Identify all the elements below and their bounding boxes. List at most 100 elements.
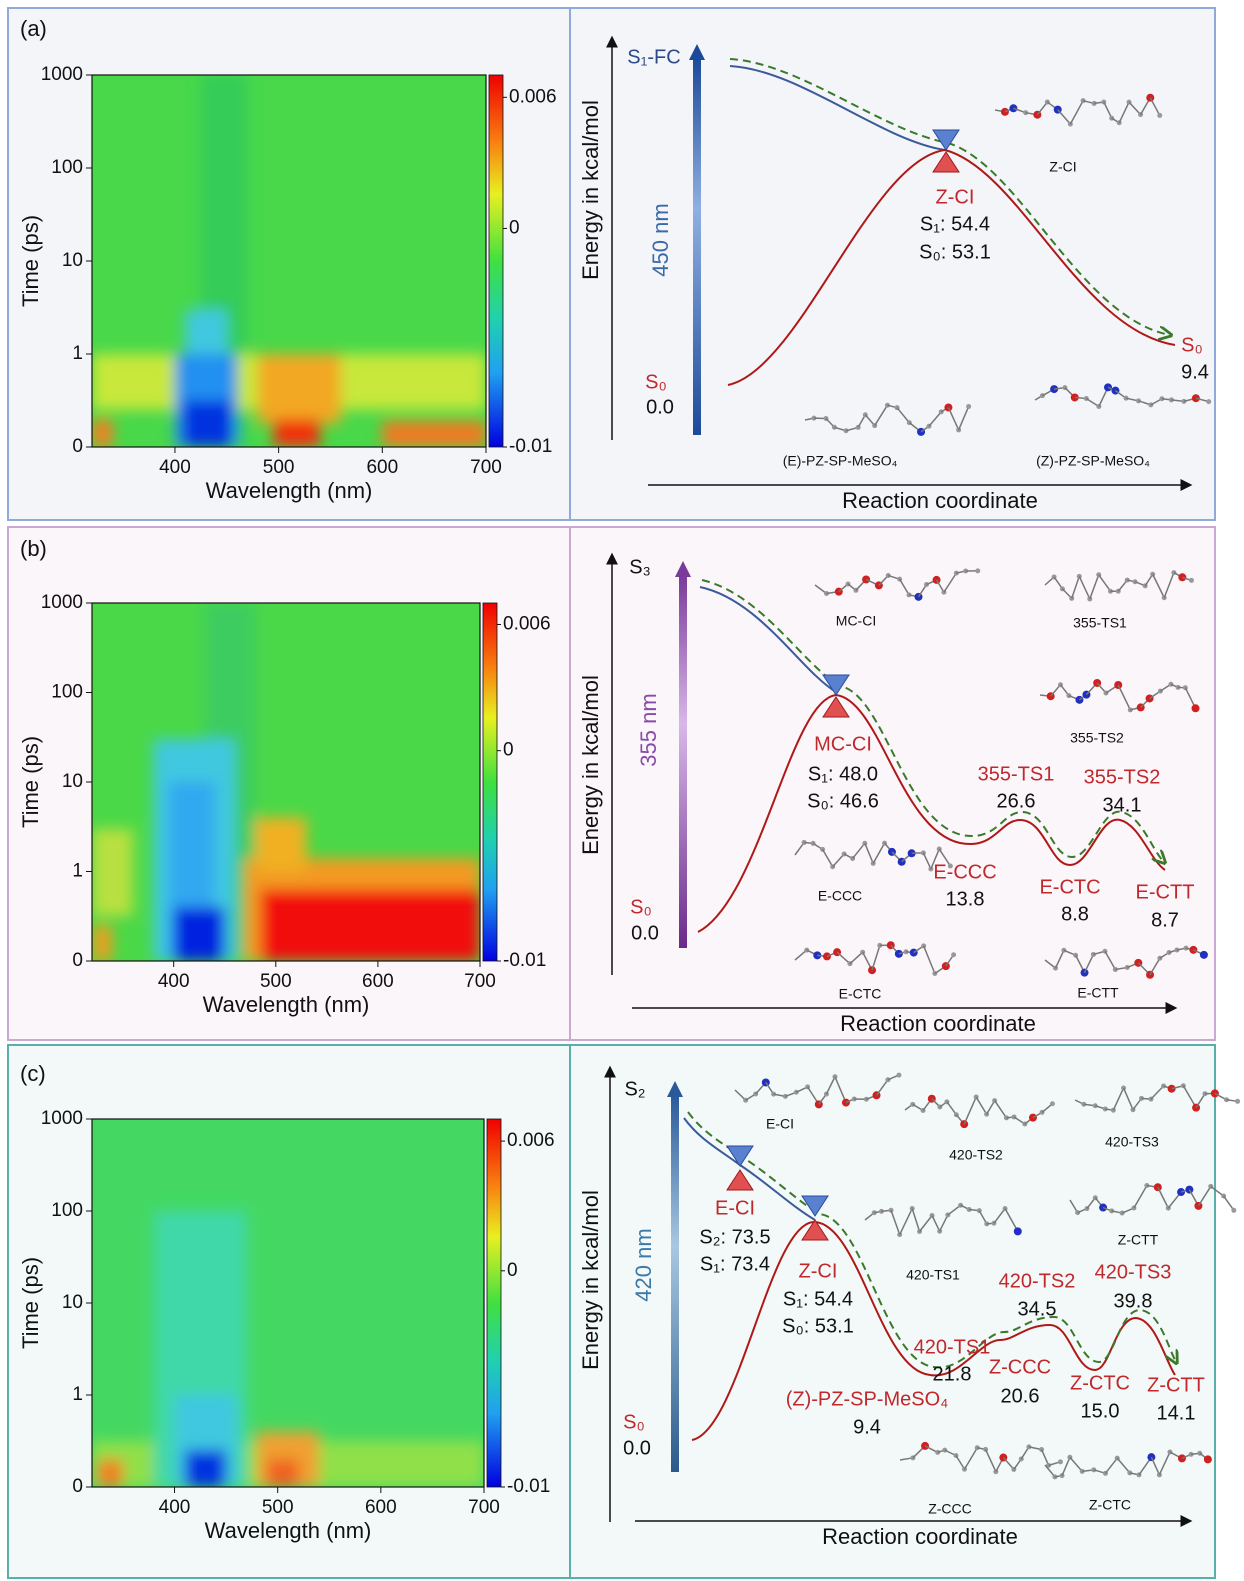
axis-title: Energy in kcal/mol (578, 675, 603, 855)
bond (1089, 574, 1100, 600)
structure-label: MC-CI (836, 613, 876, 629)
ci-cone (822, 674, 850, 696)
y-tick-label: 0 (72, 436, 83, 457)
bond (993, 1208, 1006, 1224)
bond (911, 1208, 921, 1232)
atom (1203, 1455, 1212, 1464)
x-tick-label: 400 (158, 971, 190, 992)
x-tick-label: 400 (159, 457, 191, 478)
heatmap-region (92, 828, 133, 917)
heatmap-region (185, 309, 227, 354)
bond (1128, 101, 1142, 116)
bond (1104, 1457, 1118, 1474)
bond (963, 1096, 977, 1125)
structure-label: E-CI (766, 1116, 794, 1132)
state-label: S₂ (624, 1078, 645, 1100)
structure-label: Z-CI (1049, 159, 1076, 175)
bond (871, 945, 881, 971)
state-label: S₃ (629, 556, 650, 578)
colorbar-tick-label: 0 (507, 1260, 518, 1281)
x-tick-label: 700 (468, 1497, 500, 1518)
colorbar (488, 74, 504, 448)
colorbar-tick-label: -0.01 (503, 950, 546, 971)
state-label: S₀ (623, 1411, 645, 1433)
bond (1158, 1451, 1171, 1476)
atom (975, 568, 981, 574)
heatmap-region (183, 400, 232, 447)
atom (1188, 577, 1194, 583)
x-tick-label: 700 (464, 971, 496, 992)
excitation-label: 355 nm (636, 693, 661, 766)
bond (957, 406, 970, 431)
excitation-arrow (679, 575, 687, 948)
axis-title: Wavelength (nm) (203, 992, 370, 1017)
bond (832, 853, 845, 868)
structure-label: (E)-PZ-SP-MeSO₄ (783, 453, 898, 469)
point-label: 355-TS1 (978, 763, 1055, 785)
energy-label: 15.0 (1081, 1400, 1120, 1422)
y-tick-label: 1 (72, 861, 83, 882)
bond (947, 407, 960, 431)
bond (946, 1101, 957, 1116)
molecule-sketch (899, 1441, 1063, 1475)
energy-label: S₁: 48.0 (808, 763, 878, 785)
bond (1098, 574, 1112, 592)
bond (922, 945, 936, 974)
panel-frame (569, 7, 1216, 521)
y-tick-label: 1000 (41, 592, 83, 613)
point-label: 420-TS3 (1095, 1261, 1172, 1283)
axis-title: Energy in kcal/mol (578, 1190, 603, 1370)
point-label: E-CCC (933, 861, 996, 883)
energy-label: 9.4 (853, 1416, 881, 1438)
colorbar-tick-label: -0.01 (507, 1476, 550, 1497)
heatmap-features (92, 603, 480, 961)
bond (943, 572, 957, 593)
molecule-sketch (1039, 678, 1200, 713)
colorbar (482, 602, 498, 962)
bond (1149, 97, 1161, 116)
y-tick-label: 1 (72, 1384, 83, 1405)
axis-title: Time (ps) (18, 1257, 43, 1349)
bond (794, 949, 808, 961)
y-tick-label: 0 (72, 950, 83, 971)
heatmap-region (255, 817, 307, 872)
molecule-sketch (864, 1202, 1022, 1238)
structure-label: 420-TS1 (906, 1267, 960, 1283)
point-label: E-CTC (1039, 876, 1100, 898)
atom (1049, 1101, 1055, 1107)
heatmap-region (97, 1459, 123, 1487)
pathway (687, 1111, 1176, 1369)
panel-label: (c) (20, 1061, 46, 1086)
energy-label: 9.4 (1181, 361, 1209, 383)
bond (849, 951, 864, 965)
axis-title: Wavelength (nm) (205, 1518, 372, 1543)
bond (994, 1100, 1008, 1119)
molecule-sketch (734, 1072, 902, 1109)
pathway (729, 58, 1170, 335)
energy-label: 0.0 (631, 922, 659, 944)
x-tick-label: 600 (365, 1497, 397, 1518)
bond (825, 1076, 836, 1095)
point-label: Z-CI (799, 1260, 838, 1282)
bond (1044, 1464, 1056, 1478)
colorbar-tick-label: 0 (509, 217, 520, 238)
bond (898, 578, 910, 596)
axis-title: Time (ps) (18, 215, 43, 307)
point-label: E-CTT (1136, 881, 1195, 903)
atom (947, 863, 953, 869)
heatmap-region (173, 907, 225, 961)
ci-cone (932, 151, 960, 173)
molecule-sketch (904, 1094, 1055, 1129)
y-tick-label: 0 (72, 1476, 83, 1497)
energy-label: 8.7 (1151, 909, 1179, 931)
bond (938, 848, 951, 867)
structure-label: E-CTC (839, 986, 882, 1002)
bond (1122, 1087, 1134, 1111)
bond (1078, 575, 1091, 600)
atom (1199, 950, 1208, 959)
point-label: Z-CTT (1147, 1374, 1205, 1396)
bond (1197, 1186, 1212, 1207)
bond (864, 842, 874, 864)
bond (890, 1210, 901, 1235)
